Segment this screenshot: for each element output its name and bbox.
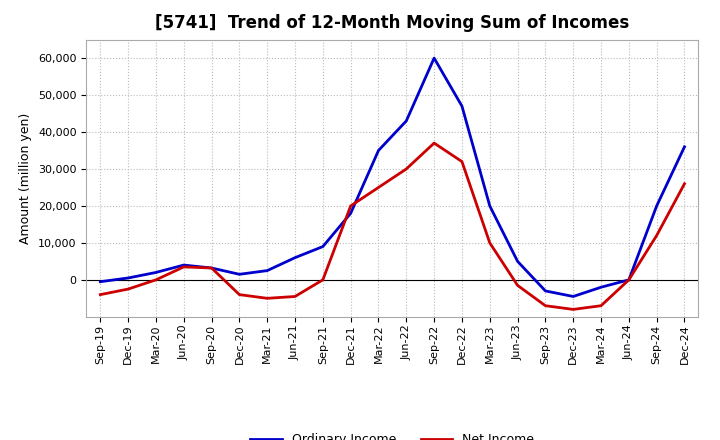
Net Income (513, 283, 522, 288)
Net Income (207, 265, 216, 271)
Ordinary Income (652, 203, 661, 209)
Title: [5741]  Trend of 12-Month Moving Sum of Incomes: [5741] Trend of 12-Month Moving Sum of I… (156, 15, 629, 33)
Net Income (485, 240, 494, 246)
Ordinary Income (680, 144, 689, 150)
Ordinary Income (569, 294, 577, 299)
Net Income (597, 303, 606, 308)
Ordinary Income (513, 259, 522, 264)
Net Income (402, 166, 410, 172)
Net Income (179, 264, 188, 270)
Ordinary Income (458, 103, 467, 109)
Ordinary Income (430, 55, 438, 61)
Net Income (318, 277, 327, 282)
Net Income (680, 181, 689, 187)
Ordinary Income (152, 270, 161, 275)
Line: Net Income: Net Income (100, 143, 685, 309)
Ordinary Income (485, 203, 494, 209)
Net Income (374, 185, 383, 190)
Ordinary Income (235, 271, 243, 277)
Legend: Ordinary Income, Net Income: Ordinary Income, Net Income (246, 429, 539, 440)
Net Income (96, 292, 104, 297)
Ordinary Income (179, 262, 188, 268)
Net Income (124, 286, 132, 292)
Ordinary Income (597, 285, 606, 290)
Ordinary Income (263, 268, 271, 273)
Net Income (291, 294, 300, 299)
Net Income (652, 233, 661, 238)
Ordinary Income (207, 265, 216, 271)
Ordinary Income (318, 244, 327, 249)
Y-axis label: Amount (million yen): Amount (million yen) (19, 113, 32, 244)
Net Income (263, 296, 271, 301)
Net Income (346, 203, 355, 209)
Ordinary Income (96, 279, 104, 284)
Net Income (458, 159, 467, 164)
Net Income (569, 307, 577, 312)
Net Income (430, 140, 438, 146)
Net Income (541, 303, 550, 308)
Ordinary Income (124, 275, 132, 281)
Ordinary Income (291, 255, 300, 260)
Ordinary Income (624, 277, 633, 282)
Ordinary Income (541, 288, 550, 293)
Ordinary Income (402, 118, 410, 124)
Line: Ordinary Income: Ordinary Income (100, 58, 685, 297)
Ordinary Income (374, 148, 383, 153)
Net Income (235, 292, 243, 297)
Ordinary Income (346, 211, 355, 216)
Net Income (152, 277, 161, 282)
Net Income (624, 277, 633, 282)
